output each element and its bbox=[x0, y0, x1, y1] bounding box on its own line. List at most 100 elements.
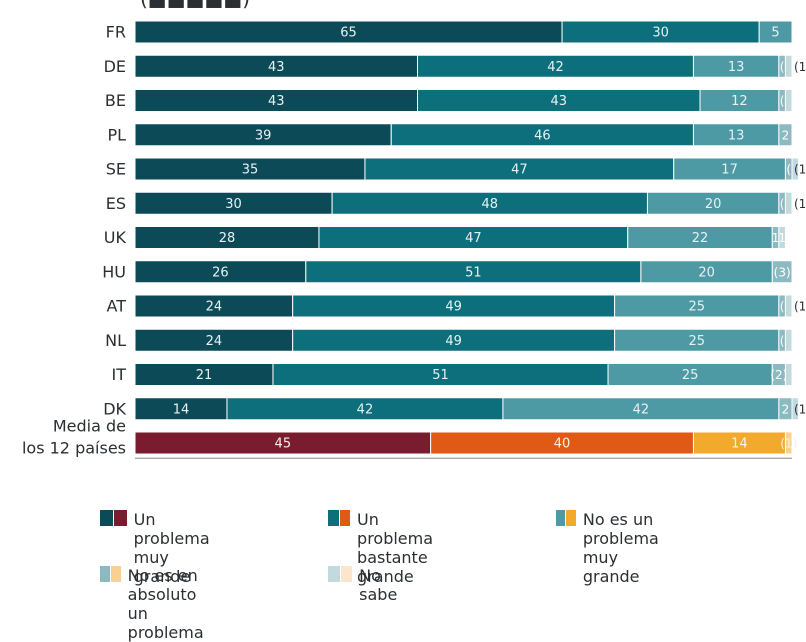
category-label: PL bbox=[107, 125, 126, 144]
legend-item-bastante-grande: Un problema bastante grande bbox=[328, 510, 444, 586]
bar-segment bbox=[778, 226, 786, 249]
bar-segment bbox=[784, 89, 793, 112]
bar-segment bbox=[791, 397, 800, 421]
x-tick-label: 90 bbox=[716, 479, 736, 481]
bar-segment bbox=[758, 20, 793, 44]
category-label: HU bbox=[102, 262, 126, 281]
legend-swatch bbox=[100, 510, 113, 526]
category-label: BE bbox=[105, 91, 126, 110]
data-label: 42 bbox=[633, 402, 650, 417]
data-label: 43 bbox=[550, 94, 567, 109]
data-label: 17 bbox=[721, 163, 738, 178]
category-label: ES bbox=[106, 194, 126, 213]
x-tick-label: 20 bbox=[256, 479, 276, 481]
x-tick-label: 60 bbox=[519, 479, 539, 481]
category-label: DK bbox=[103, 399, 126, 418]
data-label: 35 bbox=[242, 163, 259, 178]
data-label: 47 bbox=[511, 163, 528, 178]
legend-swatch bbox=[556, 510, 566, 526]
legend-item-no-muy-grande: No es un problema muy grande bbox=[556, 510, 672, 586]
legend-swatch bbox=[328, 510, 339, 526]
data-label: 14 bbox=[173, 402, 190, 417]
legend-swatch bbox=[339, 510, 351, 526]
bar-segment bbox=[791, 157, 800, 181]
legend-swatch bbox=[113, 510, 127, 526]
data-label: 13 bbox=[728, 60, 745, 75]
data-label: 24 bbox=[206, 334, 223, 349]
data-label: 12 bbox=[731, 94, 748, 109]
data-label: (3) bbox=[774, 265, 791, 279]
legend-swatch bbox=[110, 566, 121, 582]
legend-label: Un problema muy grande bbox=[133, 510, 210, 586]
bar-segment bbox=[778, 123, 793, 147]
legend-label: Un problema bastante grande bbox=[357, 510, 434, 586]
data-label: ( bbox=[786, 163, 791, 177]
data-label: 65 bbox=[340, 26, 357, 41]
bar-segment bbox=[784, 294, 793, 318]
data-label: 5 bbox=[771, 26, 779, 41]
category-label: AT bbox=[107, 297, 127, 316]
data-label: 20 bbox=[698, 265, 715, 280]
data-label: ( bbox=[780, 60, 785, 74]
legend-item-en-absoluto: No es en absoluto un problema bbox=[100, 566, 216, 642]
x-tick-label: 50 bbox=[453, 479, 473, 481]
bar-segment bbox=[784, 431, 793, 455]
legend-swatch bbox=[100, 566, 110, 582]
chart-title: (■■■■■) bbox=[140, 0, 250, 11]
data-label: 22 bbox=[692, 231, 709, 246]
legend-label: No sabe bbox=[359, 566, 398, 604]
data-label: 1 bbox=[778, 231, 786, 245]
x-tick-label: 40 bbox=[388, 479, 408, 481]
data-label: (1) bbox=[780, 437, 797, 451]
bar-segment bbox=[784, 191, 793, 215]
data-label: ( bbox=[780, 300, 785, 314]
legend-swatch bbox=[340, 566, 353, 582]
data-label: (2) bbox=[770, 368, 787, 382]
category-label: FR bbox=[106, 23, 126, 42]
bar-segment bbox=[771, 260, 793, 284]
legend-swatch bbox=[328, 566, 340, 582]
data-label: 45 bbox=[275, 437, 292, 452]
data-label: 49 bbox=[445, 334, 462, 349]
data-label: 21 bbox=[196, 368, 213, 383]
data-label: 13 bbox=[728, 128, 745, 143]
category-label: DE bbox=[104, 57, 126, 76]
data-label: 20 bbox=[705, 197, 722, 212]
data-label: (1) bbox=[794, 402, 806, 416]
data-label: 14 bbox=[731, 437, 748, 452]
category-label: NL bbox=[105, 331, 126, 350]
x-tick-label: 30 bbox=[322, 479, 342, 481]
stacked-bar-chart: (■■■■■)FR65305DE434213((1)BE434312(PL394… bbox=[22, 0, 806, 481]
data-label: 30 bbox=[652, 26, 669, 41]
bar-segment bbox=[784, 54, 793, 78]
legend-label: No es un problema muy grande bbox=[582, 510, 659, 586]
data-label: 28 bbox=[219, 231, 236, 246]
data-label: 43 bbox=[268, 94, 285, 109]
category-label: Media de bbox=[53, 417, 126, 436]
data-label: (1) bbox=[794, 60, 806, 74]
data-label: 49 bbox=[445, 300, 462, 315]
data-label: 2 bbox=[782, 128, 790, 142]
data-label: 24 bbox=[206, 300, 223, 315]
data-label: (1) bbox=[794, 197, 806, 211]
data-label: 40 bbox=[554, 437, 571, 452]
legend-item-muy-grande: Un problema muy grande bbox=[100, 510, 216, 586]
legend-swatch bbox=[566, 510, 576, 526]
data-label: 51 bbox=[432, 368, 449, 383]
data-label: 51 bbox=[465, 265, 482, 280]
legend-item-no-sabe: No sabe bbox=[328, 566, 406, 604]
data-label: 42 bbox=[357, 402, 374, 417]
data-label: 30 bbox=[225, 197, 242, 212]
data-label: 47 bbox=[465, 231, 482, 246]
data-label: 26 bbox=[212, 265, 229, 280]
data-label: 42 bbox=[547, 60, 564, 75]
bar-segment bbox=[784, 363, 793, 386]
data-label: 1 bbox=[772, 231, 780, 245]
bar-segment bbox=[784, 328, 793, 352]
category-label: IT bbox=[112, 365, 127, 384]
data-label: 48 bbox=[482, 197, 499, 212]
x-tick-label: 100 bbox=[777, 479, 806, 481]
x-tick-label: 0 bbox=[130, 479, 140, 481]
data-label: 25 bbox=[682, 368, 699, 383]
data-label: 25 bbox=[688, 300, 705, 315]
